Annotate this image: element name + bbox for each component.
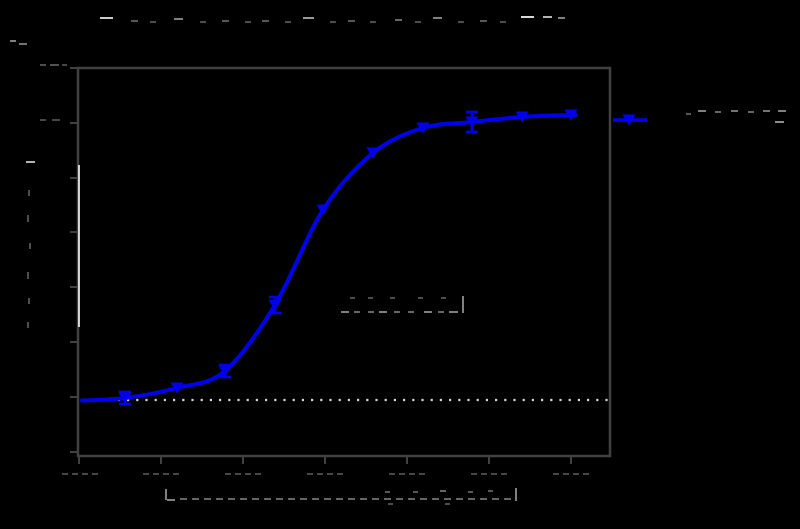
legend-marker: [613, 114, 647, 126]
x-axis-ticks: [78, 456, 572, 464]
text-fringe-artifacts: [10, 16, 786, 505]
ec50-annotation: [338, 294, 464, 314]
triangle-down-marker: [366, 147, 380, 159]
triangle-down-marker: [564, 109, 578, 121]
y-axis-ticks: [70, 67, 78, 453]
plot-frame: [76, 66, 612, 458]
triangle-down-marker: [416, 122, 430, 134]
data-point-markers: [118, 109, 578, 404]
chart-title: [95, 12, 570, 36]
triangle-down-marker: [170, 382, 184, 394]
legend-label: [655, 106, 795, 130]
triangle-down-marker: [118, 392, 132, 404]
triangle-down-marker: [465, 116, 479, 128]
triangle-down-marker: [515, 111, 529, 123]
triangle-down-marker: [316, 204, 330, 216]
x-axis-label: [160, 484, 525, 506]
triangle-down-marker: [268, 299, 282, 311]
fit-curve: [80, 112, 578, 403]
triangle-down-marker: [218, 365, 232, 377]
y-axis-label: [14, 150, 36, 345]
triangle-down-marker: [622, 114, 636, 126]
